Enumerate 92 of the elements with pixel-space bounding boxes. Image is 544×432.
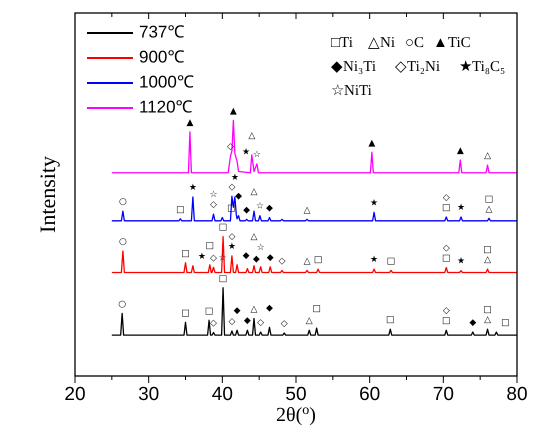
legend-label: 900℃ <box>139 47 184 66</box>
annotation: ◇ <box>442 306 450 316</box>
x-tick-label: 60 <box>359 384 380 405</box>
text: ○C <box>405 35 424 51</box>
annotation: □ <box>442 316 451 326</box>
annotation: ★ <box>188 183 197 194</box>
x-tick-label: 30 <box>138 384 160 405</box>
annotation: ▲ <box>186 118 194 128</box>
annotation: □ <box>181 248 190 259</box>
x-tick-label: 20 <box>64 384 86 405</box>
annotation: △ <box>250 232 258 242</box>
annotation: ◆ <box>242 250 250 261</box>
annotation: ◇ <box>228 232 236 242</box>
annotation: ◆ <box>266 252 274 263</box>
annotation: □ <box>314 255 322 266</box>
annotation: ▲ <box>368 138 376 148</box>
annotation: ★ <box>370 255 378 266</box>
annotation: ★ <box>456 256 466 267</box>
annotation: ★ <box>198 252 206 262</box>
annotation: ☆ <box>209 190 218 200</box>
annotation: ◆ <box>266 303 274 314</box>
annotation: ◇ <box>442 244 450 254</box>
x-tick-label: 80 <box>506 384 528 405</box>
text: △Ni <box>368 35 395 51</box>
annotation: ★ <box>370 198 378 208</box>
text: ★Ti₈C₅ <box>459 59 506 75</box>
annotation: △ <box>304 256 311 266</box>
x-tick-label: 50 <box>285 384 307 405</box>
annotation: △ <box>306 316 313 326</box>
annotation: ☆ <box>256 242 265 253</box>
annotation: △ <box>304 205 311 216</box>
x-tick-label: 70 <box>432 384 454 405</box>
annotation: □ <box>501 318 510 328</box>
annotation: □ <box>206 240 214 251</box>
annotation: ◇ <box>257 318 264 328</box>
annotation: ★ <box>242 147 250 158</box>
annotation: ○ <box>118 299 126 310</box>
annotation: □ <box>483 305 492 316</box>
annotation: □ <box>181 308 190 318</box>
annotation: △ <box>250 187 258 198</box>
annotation: ○ <box>118 197 127 208</box>
annotation: □ <box>442 202 451 213</box>
legend-label: 737℃ <box>139 22 184 42</box>
annotation: ☆ <box>252 150 261 160</box>
annotation: □ <box>312 304 321 314</box>
x-axis-title: 2θ($^{o}$) <box>276 402 316 426</box>
annotation: ★ <box>456 202 466 213</box>
annotation: △ <box>248 130 256 141</box>
text: ☆NiTi <box>331 83 372 99</box>
annotation: □ <box>386 256 396 266</box>
annotation: ◇ <box>210 318 218 329</box>
annotation: ◇ <box>280 319 288 330</box>
annotation: □ <box>442 254 451 264</box>
annotation: ▲ <box>230 106 237 116</box>
annotation: △ <box>486 204 493 214</box>
legend-label: 1000℃ <box>139 72 194 92</box>
annotation: △ <box>484 315 492 326</box>
annotation: □ <box>218 274 228 284</box>
annotation: ◇ <box>442 192 450 203</box>
annotation: ◇ <box>278 256 286 266</box>
annotation: □ <box>204 306 214 316</box>
text: □Ti <box>331 35 353 51</box>
y-axis-title: Intensity <box>35 156 60 233</box>
annotation: ◇ <box>228 317 236 328</box>
text: ◇Ti₂Ni <box>395 59 440 75</box>
annotation: ◇ <box>210 253 218 264</box>
annotation: △ <box>250 304 258 314</box>
annotation: ▲ <box>456 146 464 156</box>
legend-label: 1120℃ <box>139 97 193 116</box>
annotation: ☆ <box>256 202 264 212</box>
annotation: △ <box>484 255 492 266</box>
annotation: ◇ <box>228 182 236 192</box>
x-tick-label: 40 <box>212 384 233 405</box>
annotation: ◇ <box>210 200 218 210</box>
annotation: □ <box>386 315 395 326</box>
annotation: □ <box>483 245 492 256</box>
annotation: △ <box>484 151 492 162</box>
annotation: □ <box>176 204 185 215</box>
annotation: ◆ <box>235 192 242 202</box>
annotation: ◆ <box>266 204 274 214</box>
annotation: ◆ <box>243 205 250 216</box>
annotation: ◆ <box>469 318 476 328</box>
annotation: ◆ <box>234 306 241 316</box>
annotation: ★ <box>228 242 236 252</box>
annotation: □ <box>484 194 494 204</box>
text: ◆Ni₃Ti <box>331 59 376 75</box>
annotation: ◆ <box>244 316 251 326</box>
annotation: ◆ <box>252 254 260 265</box>
annotation: ○ <box>118 236 127 247</box>
annotation: ★ <box>230 173 239 184</box>
text: ▲TiC <box>433 35 471 51</box>
annotation: □ <box>218 222 228 233</box>
